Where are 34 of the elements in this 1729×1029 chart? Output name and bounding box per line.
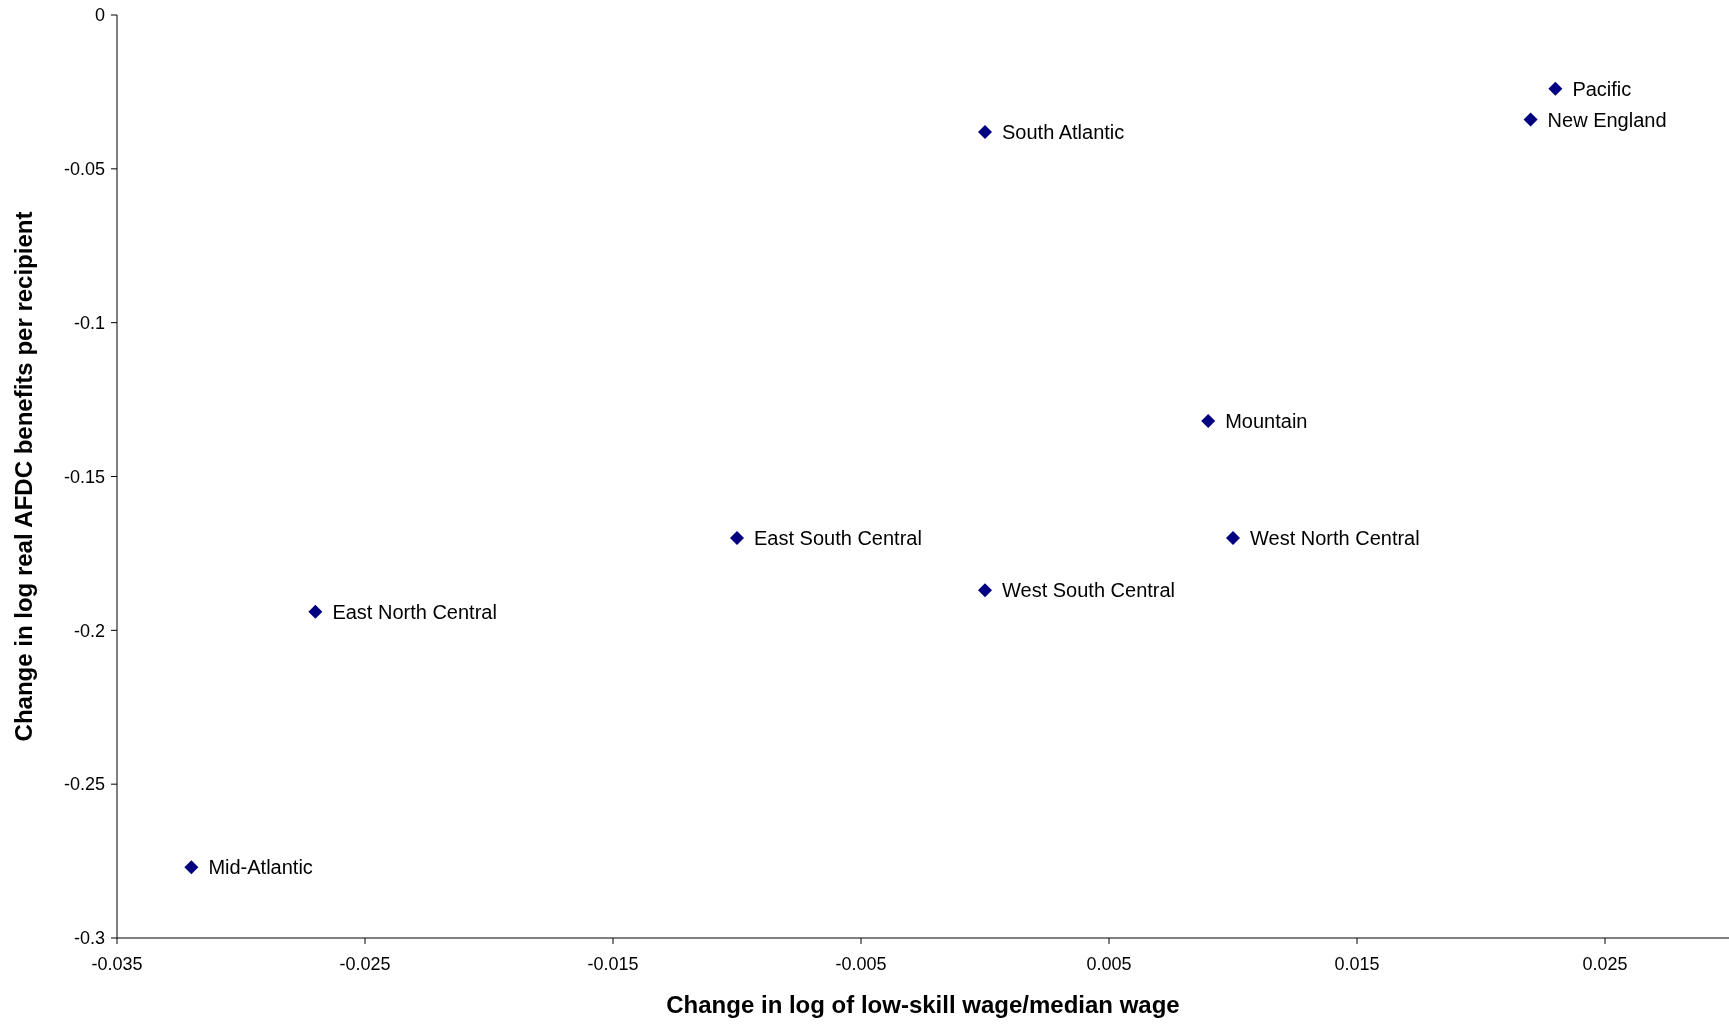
y-tick-label: -0.2 [73,620,105,641]
point [1523,112,1538,127]
point [1201,414,1216,429]
y-tick-label: -0.1 [73,312,105,333]
annotation: West North Central [1250,527,1420,550]
annotation: East North Central [332,600,497,623]
annotation: Mountain [1225,410,1308,433]
y-tick-label: 0 [94,5,105,26]
y-tick-label: -0.3 [73,928,105,949]
x-tick-label: 0.005 [1086,954,1132,974]
x-tick-label: -0.005 [835,954,887,974]
annotation: Pacific [1572,77,1632,100]
x-tick-label: 0.015 [1334,954,1380,974]
annotation: Mid-Atlantic [208,856,313,879]
point [184,860,199,875]
x-tick-label: -0.025 [339,954,391,974]
x-tick-label: -0.035 [91,954,143,974]
y-tick-label: -0.15 [63,466,105,487]
y-axis-title: Change in log real AFDC benefits per recipient [10,211,37,742]
annotation: East South Central [754,527,922,550]
point [730,531,744,546]
point [978,124,992,139]
annotation: New England [1547,108,1667,131]
annotation: West South Central [1002,579,1176,602]
x-axis-title: Change in log of low-skill wage/median wage [666,991,1180,1018]
x-tick-label: 0.025 [1582,954,1628,974]
point [1548,81,1563,96]
point [1226,531,1240,546]
point [308,604,323,619]
point [978,583,992,598]
x-tick-label: -0.015 [587,954,639,974]
y-tick-label: -0.25 [63,774,105,795]
y-tick-label: -0.05 [63,159,105,180]
annotation: South Atlantic [1002,120,1125,143]
